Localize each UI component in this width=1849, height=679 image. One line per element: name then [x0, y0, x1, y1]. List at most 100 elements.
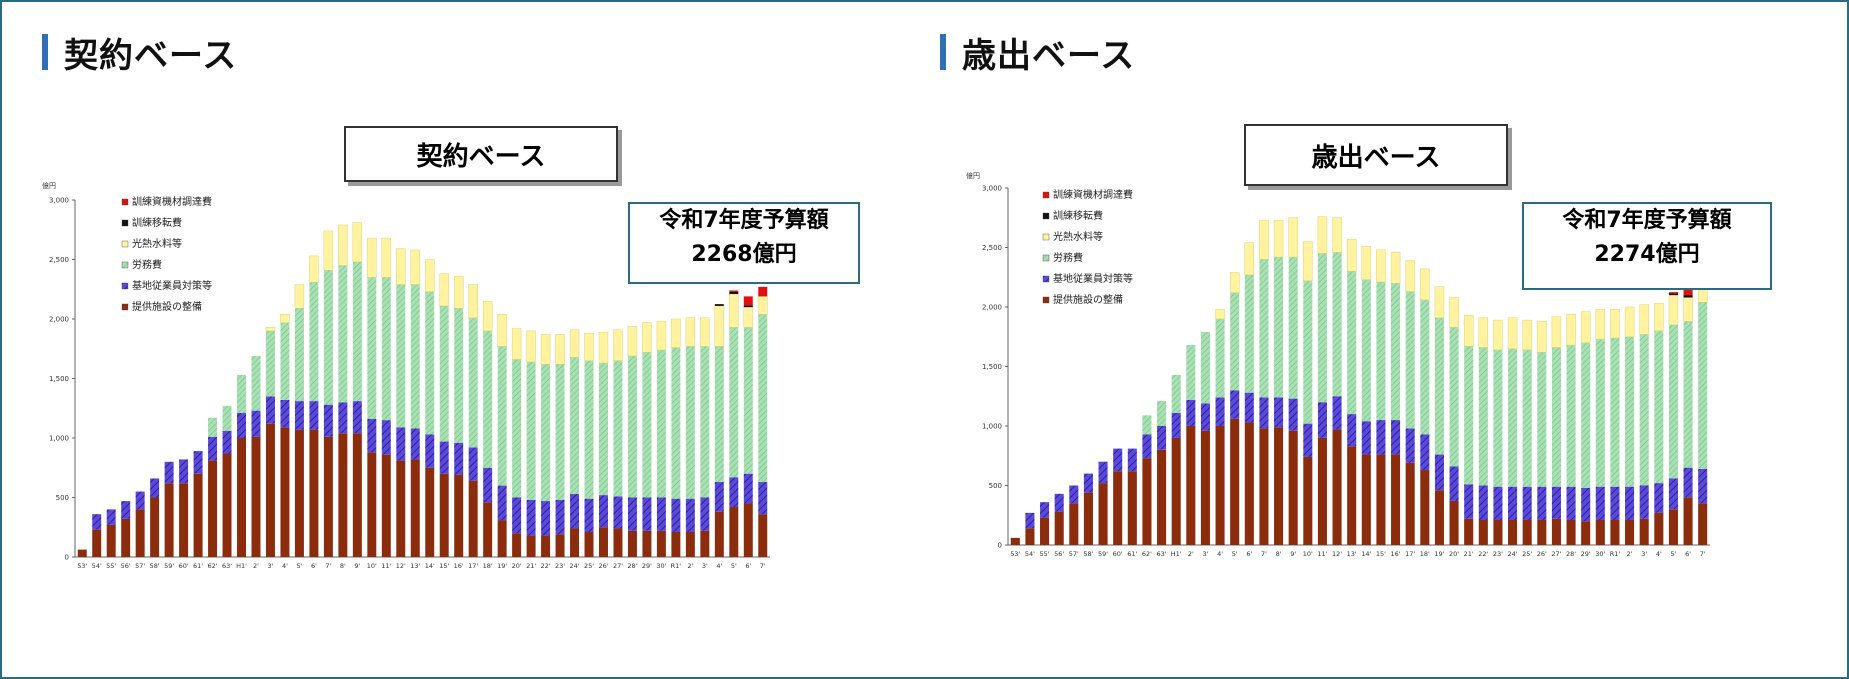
- bar-segment-labor: [1551, 347, 1561, 487]
- bar-segment-labor: [367, 277, 377, 419]
- x-tick-label: 5': [1232, 550, 1238, 558]
- bar-segment-measures: [584, 498, 594, 533]
- bar-segment-utilities: [1668, 294, 1679, 326]
- bar-segment-measures: [483, 467, 493, 503]
- x-tick-label: 56': [121, 562, 131, 570]
- bar-segment-equipment: [743, 296, 753, 306]
- x-tick-label: 4': [1217, 550, 1223, 558]
- x-tick-label: 3': [1641, 550, 1647, 558]
- legend-label-facility: 提供施設の整備: [132, 300, 202, 313]
- bar-segment-utilities: [1376, 249, 1386, 283]
- x-tick-label: 54': [1025, 550, 1035, 558]
- bar-segment-measures: [396, 427, 406, 461]
- bar-segment-labor: [483, 330, 493, 468]
- legend-swatch-labor: [1042, 254, 1050, 262]
- bar-segment-measures: [1420, 434, 1430, 471]
- bar-segment-facility: [309, 429, 319, 557]
- bar-segment-measures: [251, 410, 261, 437]
- x-tick-label: 7': [325, 562, 331, 570]
- legend-label-relocation: 訓練移転費: [132, 216, 182, 229]
- bar-segment-measures: [1376, 420, 1386, 455]
- x-tick-label: 28': [627, 562, 637, 570]
- x-tick-label: 16': [454, 562, 464, 570]
- bar-segment-facility: [1683, 497, 1693, 545]
- bar-segment-measures: [1230, 390, 1240, 419]
- bar-segment-labor: [1493, 349, 1503, 487]
- bar-segment-labor: [497, 346, 507, 486]
- bar-segment-facility: [1595, 520, 1605, 545]
- bar-segment-labor: [1186, 345, 1196, 400]
- bar-segment-measures: [656, 497, 666, 531]
- chart-title-box: 契約ベース: [344, 126, 618, 182]
- bar-segment-labor: [1230, 292, 1240, 391]
- bar-segment-facility: [410, 459, 420, 557]
- bar-segment-labor: [280, 322, 290, 400]
- x-tick-label: 62': [208, 562, 218, 570]
- bar-segment-utilities: [584, 333, 594, 361]
- bar-segment-labor: [1478, 347, 1488, 486]
- bar-segment-measures: [454, 442, 464, 475]
- bar-segment-measures: [1391, 420, 1401, 455]
- bar-segment-labor: [1668, 324, 1678, 479]
- x-tick-label: 13': [1347, 550, 1357, 558]
- x-tick-label: 8': [340, 562, 346, 570]
- bar-segment-relocation: [729, 291, 739, 295]
- bar-segment-labor: [758, 314, 768, 483]
- bar-segment-utilities: [1346, 238, 1357, 272]
- x-tick-label: 17': [468, 562, 478, 570]
- bar-segment-utilities: [1478, 317, 1489, 348]
- bar-segment-measures: [323, 404, 333, 437]
- bar-segment-measures: [512, 497, 522, 534]
- x-tick-label: 54': [92, 562, 102, 570]
- bar-segment-measures: [1434, 454, 1444, 491]
- bar-segment-utilities: [1288, 217, 1298, 258]
- bar-segment-labor: [454, 308, 464, 443]
- bar-segment-utilities: [1434, 286, 1445, 318]
- bar-segment-utilities: [1580, 311, 1591, 343]
- x-tick-label: 29': [1581, 550, 1591, 558]
- bar-segment-utilities: [1639, 304, 1649, 335]
- x-tick-label: 6': [1246, 550, 1252, 558]
- bar-segment-facility: [251, 436, 261, 557]
- bar-segment-utilities: [1215, 309, 1225, 320]
- x-tick-label: 11': [1317, 550, 1327, 558]
- bar-segment-labor: [1274, 257, 1284, 398]
- bar-segment-utilities: [410, 249, 420, 285]
- bar-segment-measures: [1566, 486, 1576, 521]
- legend-swatch-utilities: [1042, 233, 1050, 241]
- bar-segment-labor: [1566, 345, 1576, 487]
- bar-segment-measures: [1683, 467, 1693, 498]
- bar-segment-labor: [439, 305, 449, 442]
- x-tick-label: 21': [1464, 550, 1474, 558]
- bar-segment-labor: [729, 327, 739, 478]
- bar-segment-measures: [1054, 493, 1064, 512]
- bar-segment-utilities: [511, 328, 522, 360]
- x-tick-label: 23': [555, 562, 565, 570]
- bar-segment-facility: [1054, 511, 1064, 545]
- x-tick-label: 63': [1157, 550, 1167, 558]
- bar-segment-facility: [208, 460, 218, 557]
- bar-segment-facility: [1215, 426, 1225, 545]
- bar-segment-utilities: [569, 329, 580, 358]
- bar-segment-facility: [1259, 428, 1269, 545]
- bar-segment-labor: [1610, 337, 1620, 487]
- bar-segment-labor: [338, 265, 348, 403]
- bar-segment-utilities: [671, 318, 681, 348]
- bar-segment-facility: [1464, 518, 1474, 545]
- bar-segment-facility: [613, 528, 623, 557]
- legend-swatch-labor: [121, 261, 129, 269]
- bar-segment-measures: [1478, 485, 1488, 521]
- legend-swatch-equipment: [1042, 191, 1050, 199]
- bar-segment-measures: [309, 401, 319, 430]
- x-tick-label: 53': [1010, 550, 1020, 558]
- bar-segment-measures: [1303, 423, 1313, 457]
- bar-segment-facility: [1142, 458, 1152, 545]
- legend-swatch-equipment: [121, 198, 129, 206]
- bar-segment-facility: [758, 514, 768, 557]
- bar-segment-facility: [1610, 520, 1620, 545]
- x-tick-label: 2': [253, 562, 259, 570]
- bar-segment-facility: [135, 509, 145, 557]
- bar-segment-measures: [1113, 448, 1123, 472]
- bar-segment-labor: [410, 284, 420, 429]
- bar-segment-measures: [468, 447, 478, 481]
